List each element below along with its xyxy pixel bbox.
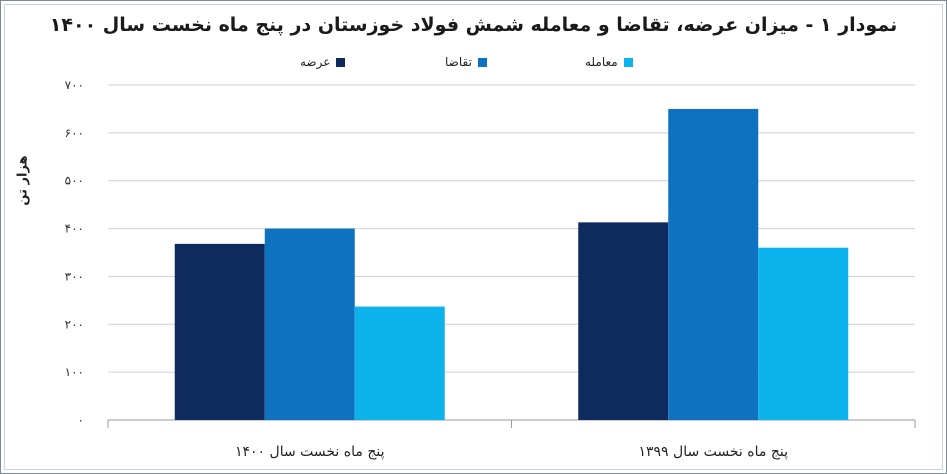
y-tick-label: ۰ <box>78 413 84 427</box>
y-tick-label: ۷۰۰ <box>65 78 84 92</box>
legend-item-demand: تقاضا <box>445 52 487 72</box>
x-category-label: پنج ماه نخست سال ۱۴۰۰ <box>235 444 385 460</box>
legend-swatch-supply <box>336 57 346 67</box>
chart-legend: عرضه تقاضا معامله <box>300 52 700 72</box>
chart-title: نمودار ۱ - میزان عرضه، تقاضا و معامله شم… <box>49 14 898 36</box>
legend-label-demand: تقاضا <box>445 55 472 69</box>
bar <box>668 108 759 420</box>
y-tick-label: ۲۰۰ <box>65 317 84 331</box>
bar <box>354 306 445 420</box>
y-tick-label: ۵۰۰ <box>65 174 84 188</box>
chart-inner-border <box>4 4 943 470</box>
legend-item-trade: معامله <box>585 52 633 72</box>
y-tick-label: ۳۰۰ <box>65 269 84 283</box>
bar <box>578 222 669 420</box>
bar <box>264 228 355 420</box>
y-tick-label: ۶۰۰ <box>65 126 84 140</box>
legend-swatch-demand <box>477 57 487 67</box>
legend-item-supply: عرضه <box>300 52 346 72</box>
y-tick-label: ۱۰۰ <box>65 365 84 379</box>
bar <box>758 247 849 420</box>
y-tick-label: ۴۰۰ <box>65 222 84 236</box>
legend-label-trade: معامله <box>585 55 618 69</box>
x-category-label: پنج ماه نخست سال ۱۳۹۹ <box>639 444 789 460</box>
legend-swatch-trade <box>623 57 633 67</box>
bar <box>174 243 265 420</box>
legend-label-supply: عرضه <box>300 55 331 69</box>
